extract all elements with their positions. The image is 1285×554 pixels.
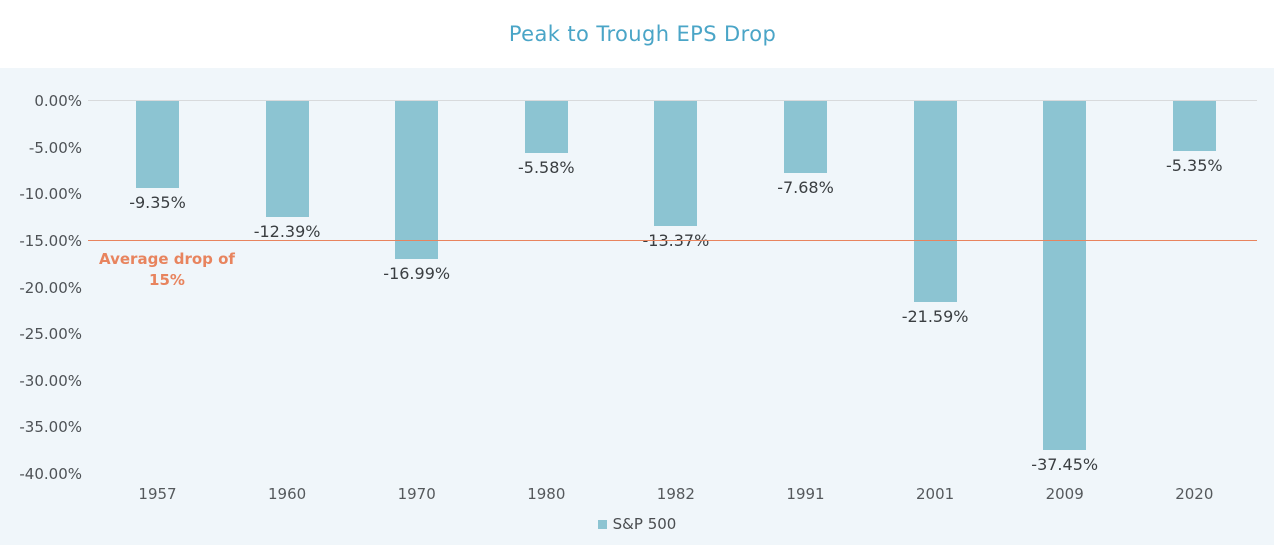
x-tick-label: 2001 xyxy=(916,485,955,503)
bar-value-label: -12.39% xyxy=(253,221,321,241)
y-tick-label: -40.00% xyxy=(19,465,82,483)
bar-value-label: -9.35% xyxy=(129,193,186,213)
bar-value-label: -7.68% xyxy=(777,177,834,197)
y-tick-label: -10.00% xyxy=(19,185,82,204)
y-tick-label: -15.00% xyxy=(19,231,82,250)
average-line-annotation: Average drop of 15% xyxy=(94,249,240,291)
bar-value-label: -21.59% xyxy=(901,307,969,327)
y-tick-label: -5.00% xyxy=(28,138,82,157)
chart-plot-area: 0.00% -5.00% -10.00% -15.00% -20.00% -25.00% -… xyxy=(0,68,1274,545)
average-annotation-line1: Average drop of xyxy=(99,250,235,268)
x-tick-label: 1991 xyxy=(786,485,825,503)
chart-title: Peak to Trough EPS Drop xyxy=(508,22,777,46)
bar-1970 xyxy=(395,101,439,260)
x-tick-label: 2020 xyxy=(1175,485,1214,503)
bar-1960 xyxy=(265,101,309,217)
bar-value-label: -37.45% xyxy=(1031,455,1099,475)
x-tick-label: 1957 xyxy=(138,485,177,503)
bar-value-label: -16.99% xyxy=(383,264,451,284)
y-tick-label: -25.00% xyxy=(19,325,82,344)
x-tick-label: 1970 xyxy=(397,485,436,503)
x-tick-label: 1982 xyxy=(656,485,695,503)
x-tick-label: 2009 xyxy=(1045,485,1084,503)
bar-1957 xyxy=(136,101,179,189)
zero-gridline xyxy=(88,100,1257,101)
bar-1980 xyxy=(524,101,568,154)
y-tick-label: -30.00% xyxy=(19,371,82,390)
bar-2001 xyxy=(913,101,957,303)
legend-series-label: S&P 500 xyxy=(612,515,677,533)
y-tick-label: -20.00% xyxy=(19,278,82,297)
x-tick-label: 1980 xyxy=(527,485,566,503)
legend: S&P 500 xyxy=(0,515,1274,533)
bar-value-label: -5.58% xyxy=(517,158,575,178)
average-annotation-line2: 15% xyxy=(149,271,185,289)
legend-marker-swatch xyxy=(597,519,607,529)
x-tick-label: 1960 xyxy=(268,485,307,503)
y-tick-label: 0.00% xyxy=(34,92,82,110)
bar-2020 xyxy=(1172,101,1216,151)
average-line xyxy=(88,239,1257,242)
y-tick-label: -35.00% xyxy=(19,418,82,437)
bar-1991 xyxy=(784,101,827,173)
bar-2009 xyxy=(1043,101,1087,451)
chart-header: Peak to Trough EPS Drop xyxy=(0,0,1285,68)
bar-1982 xyxy=(654,101,698,226)
bar-value-label: -5.35% xyxy=(1165,155,1223,175)
